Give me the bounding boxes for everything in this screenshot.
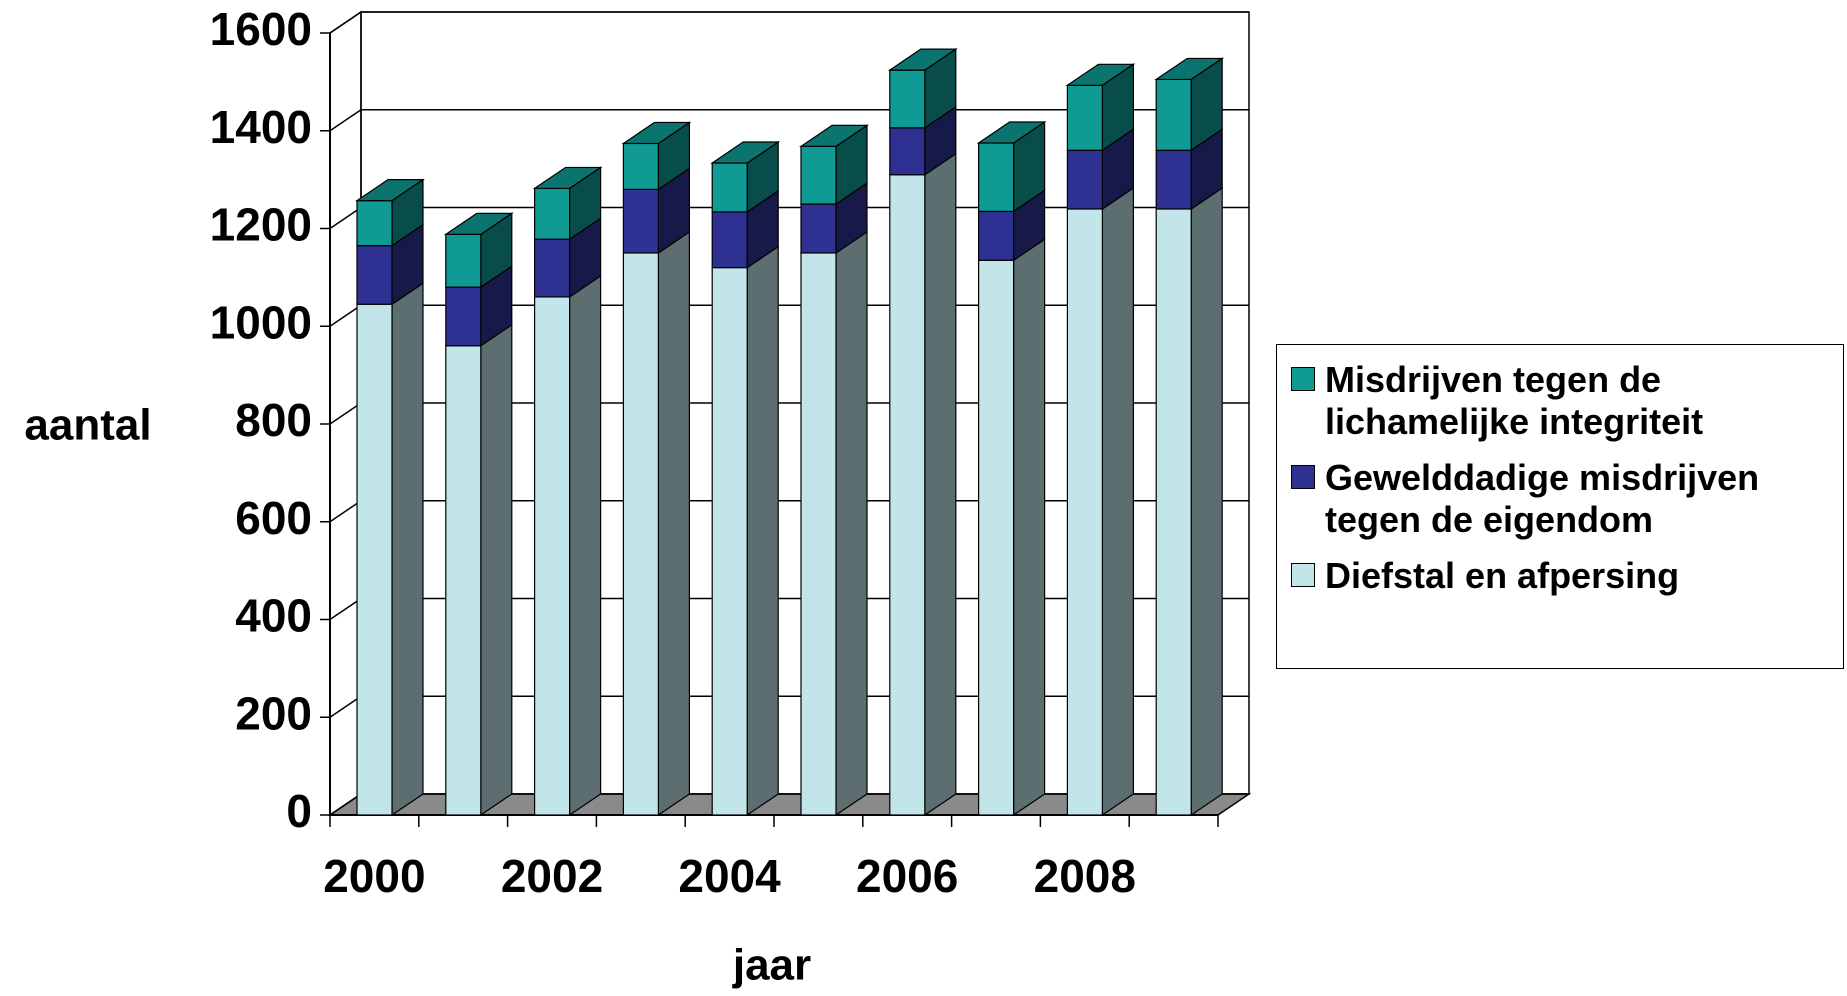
bar: [889, 69, 926, 129]
bar: [800, 203, 837, 254]
bar: [1066, 149, 1104, 210]
bar: [533, 238, 571, 298]
bar: [356, 245, 393, 305]
bar: [800, 252, 837, 816]
bar: [1155, 149, 1192, 210]
bar-side: [1190, 186, 1223, 817]
bar: [977, 142, 1015, 212]
bar-side: [1012, 238, 1046, 817]
bar: [356, 303, 393, 816]
bar: [445, 286, 482, 347]
y-tick-label: 1000: [210, 296, 312, 348]
x-tick-label: 2008: [1034, 850, 1136, 902]
bar-top: [887, 48, 958, 71]
bar: [977, 210, 1015, 261]
y-tick-label: 1600: [210, 3, 312, 55]
bar-top: [621, 121, 692, 145]
bar: [889, 127, 926, 176]
x-tick-label: 2006: [856, 850, 958, 902]
bar: [445, 345, 482, 816]
bar-top: [799, 124, 869, 147]
y-axis-label: aantal: [24, 401, 151, 450]
y-tick-label: 400: [235, 590, 312, 642]
bar: [1155, 208, 1192, 816]
y-tick-label: 200: [235, 687, 312, 739]
y-tick-label: 800: [235, 394, 312, 446]
grid-line: [329, 11, 1249, 34]
bar-top: [1154, 57, 1225, 81]
bar: [889, 174, 926, 816]
bar: [711, 211, 748, 269]
x-tick-label: 2002: [501, 850, 603, 902]
bar: [445, 233, 482, 288]
y-tick-label: 0: [286, 785, 312, 837]
bar: [533, 187, 571, 240]
legend-swatch: [1291, 367, 1315, 391]
legend-item: Misdrijven tegen de lichamelijke integri…: [1291, 359, 1843, 443]
x-tick-label: 2004: [678, 850, 781, 902]
bar-top: [710, 141, 781, 164]
bar: [800, 145, 837, 205]
legend-swatch: [1291, 465, 1315, 489]
bar: [1155, 78, 1192, 151]
legend-swatch: [1291, 563, 1315, 587]
bar-side: [480, 323, 513, 817]
legend-item: Gewelddadige misdrijven tegen de eigendo…: [1291, 457, 1843, 541]
bar: [711, 267, 748, 816]
bar: [622, 142, 660, 191]
x-tick-label: 2000: [323, 850, 425, 902]
bar: [356, 200, 393, 247]
y-tick-label: 1400: [210, 101, 312, 153]
bar: [711, 162, 748, 213]
bar-top: [443, 212, 514, 235]
legend-label: Diefstal en afpersing: [1325, 555, 1680, 596]
y-tick-label: 600: [235, 492, 312, 544]
bar-top: [1065, 63, 1136, 86]
bar-side: [924, 152, 957, 817]
bar-side: [568, 274, 602, 817]
bar-side: [657, 230, 691, 817]
bar: [622, 252, 660, 816]
bar: [622, 188, 660, 254]
bar-side: [746, 245, 779, 817]
bar-top: [976, 121, 1047, 144]
legend-item: Diefstal en afpersing: [1291, 555, 1843, 597]
x-axis-label: jaar: [732, 941, 811, 990]
bar-side: [1101, 186, 1135, 817]
bar: [977, 259, 1015, 816]
y-tick-label: 1200: [210, 199, 312, 251]
bar: [1066, 84, 1104, 151]
legend-label: Misdrijven tegen de lichamelijke integri…: [1325, 359, 1704, 442]
bar-top: [355, 179, 425, 202]
bar-side: [391, 282, 424, 817]
legend-label: Gewelddadige misdrijven tegen de eigendo…: [1325, 457, 1760, 540]
bar-top: [532, 166, 603, 190]
legend: Misdrijven tegen de lichamelijke integri…: [1276, 344, 1844, 669]
bar-side: [835, 230, 868, 817]
bar: [1066, 208, 1104, 816]
bar: [533, 296, 571, 816]
